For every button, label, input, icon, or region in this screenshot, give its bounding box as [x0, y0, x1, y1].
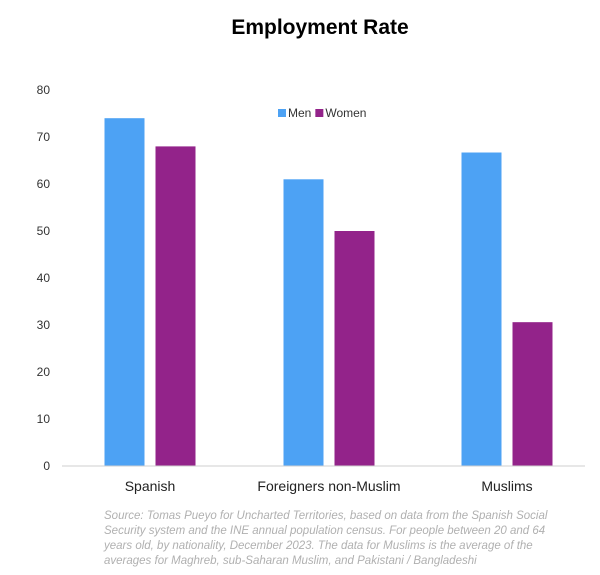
bar-women-2	[512, 322, 553, 466]
legend-swatch-women	[315, 109, 324, 117]
bar-men-0	[104, 118, 145, 466]
y-tick-label: 10	[37, 412, 51, 426]
bar-men-1	[283, 179, 324, 467]
chart-title: Employment Rate	[231, 16, 409, 39]
y-tick-label: 20	[37, 365, 51, 379]
bar-women-1	[334, 231, 375, 466]
y-tick-label: 80	[37, 83, 51, 97]
source-note: Source: Tomas Pueyo for Uncharted Territ…	[104, 510, 548, 567]
y-tick-label: 60	[37, 177, 51, 191]
x-category-label: Muslims	[481, 478, 532, 494]
x-category-label: Spanish	[125, 478, 176, 494]
y-tick-label: 0	[43, 459, 50, 473]
y-tick-label: 40	[37, 271, 51, 285]
y-tick-label: 30	[37, 318, 51, 332]
y-tick-label: 70	[37, 130, 51, 144]
y-tick-label: 50	[37, 224, 51, 238]
legend-label-women: Women	[325, 106, 366, 120]
bar-women-0	[155, 146, 196, 466]
bars-group	[104, 118, 553, 467]
x-axis-labels: Spanish Foreigners non-Muslim Muslims	[125, 478, 533, 494]
bar-chart: 0 10 20 30 40 50 60 70 80 Spanish Foreigners non-…	[37, 83, 585, 494]
legend-label-men: Men	[288, 106, 311, 120]
legend-swatch-men	[278, 109, 286, 117]
bar-men-2	[461, 152, 502, 466]
y-axis: 0 10 20 30 40 50 60 70 80	[37, 83, 51, 473]
x-category-label: Foreigners non-Muslim	[257, 478, 400, 494]
legend: Men Women	[278, 106, 366, 120]
